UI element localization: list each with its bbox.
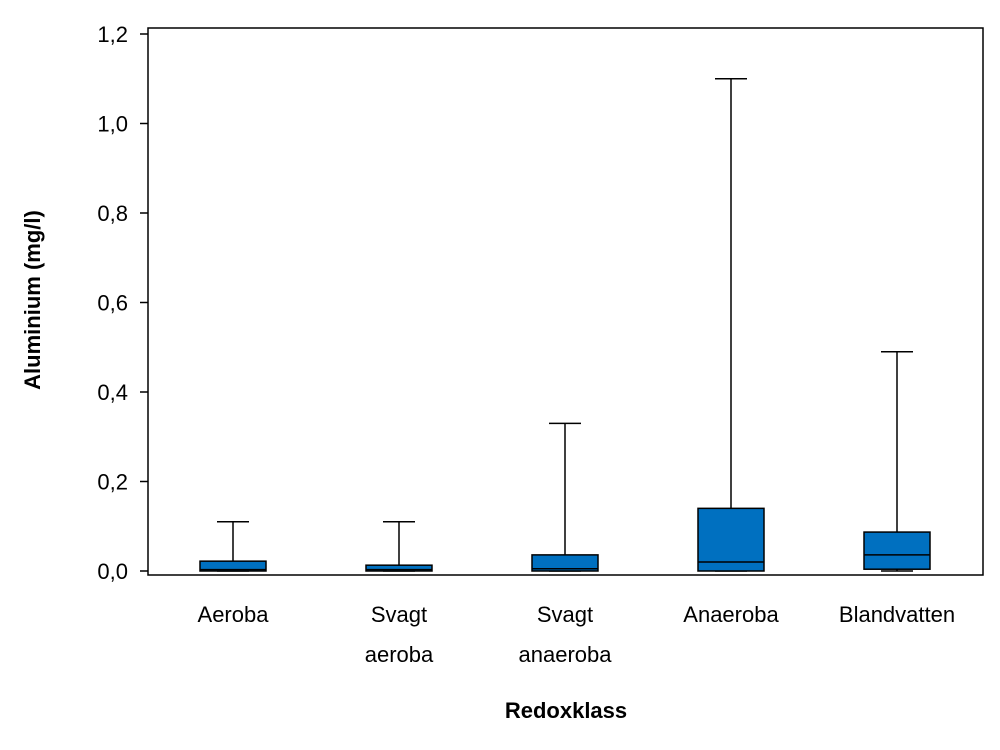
y-tick-label: 0,6 bbox=[97, 291, 128, 316]
plot-frame bbox=[147, 27, 984, 576]
x-category-label-line: Blandvatten bbox=[839, 602, 955, 627]
box-group bbox=[697, 78, 765, 572]
x-axis-title: Redoxklass bbox=[505, 698, 627, 723]
x-category-label: Svagt aeroba bbox=[365, 602, 434, 667]
box bbox=[531, 554, 599, 572]
y-tick-label: 1,0 bbox=[97, 112, 128, 137]
x-category-label-line: Anaeroba bbox=[683, 602, 779, 627]
y-tick-label: 0,2 bbox=[97, 470, 128, 495]
x-category-label-line: Aeroba bbox=[198, 602, 270, 627]
x-category-label-line: aeroba bbox=[365, 642, 434, 667]
x-axis: Aeroba Svagt aeroba Svagt anaeroba Anaeroba Bl… bbox=[198, 602, 956, 667]
x-category-label: Blandvatten bbox=[839, 602, 955, 627]
y-tick-label: 0,8 bbox=[97, 201, 128, 226]
box-group bbox=[199, 521, 267, 572]
x-category-label-line: Svagt bbox=[537, 602, 593, 627]
y-tick-label: 0,4 bbox=[97, 380, 128, 405]
box bbox=[863, 531, 931, 570]
box bbox=[199, 560, 267, 572]
y-tick-label: 0,0 bbox=[97, 559, 128, 584]
box-group bbox=[365, 521, 433, 572]
x-category-label: Aeroba bbox=[198, 602, 270, 627]
y-axis-title: Aluminium (mg/l) bbox=[20, 210, 45, 390]
x-category-label-line: anaeroba bbox=[519, 642, 613, 667]
x-category-label-line: Svagt bbox=[371, 602, 427, 627]
x-category-label: Svagt anaeroba bbox=[519, 602, 613, 667]
plot-area bbox=[147, 27, 984, 576]
x-category-label: Anaeroba bbox=[683, 602, 779, 627]
box-group bbox=[863, 350, 931, 572]
box bbox=[365, 564, 433, 572]
box-group bbox=[531, 422, 599, 572]
box bbox=[697, 507, 765, 572]
y-tick-label: 1,2 bbox=[97, 22, 128, 47]
y-axis: 0,0 0,2 0,4 0,6 0,8 1,0 1,2 bbox=[97, 22, 148, 584]
